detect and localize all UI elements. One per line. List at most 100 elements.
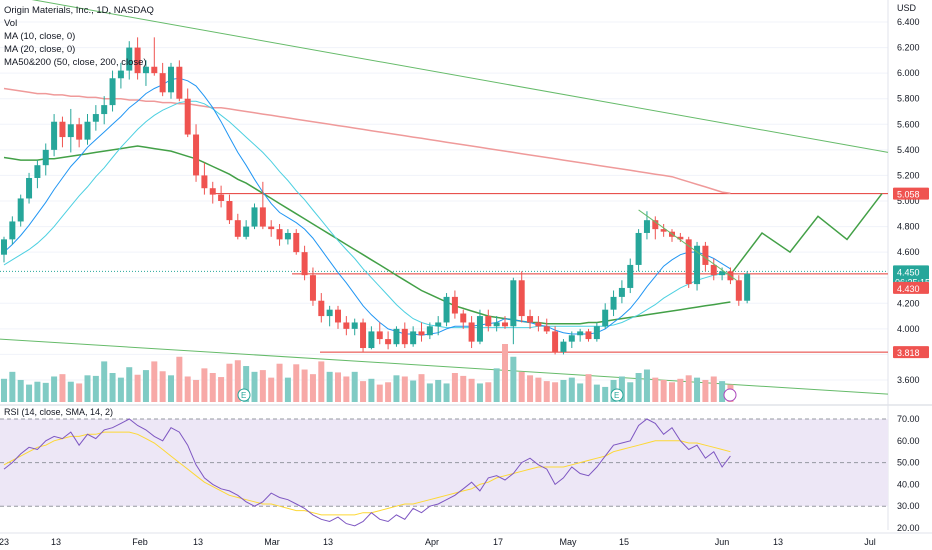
volume-bar (376, 384, 383, 402)
volume-bar (485, 382, 492, 402)
volume-bar (410, 380, 417, 402)
volume-bar (293, 364, 300, 402)
candle-body (193, 134, 200, 176)
volume-bar (76, 383, 83, 402)
candle-body (284, 232, 291, 240)
candle-body (335, 309, 341, 323)
wedge-upper-line (638, 209, 737, 281)
candle-body (176, 66, 183, 99)
volume-bar (243, 366, 250, 402)
candle-body (744, 273, 751, 301)
volume-bar (159, 371, 166, 402)
rsi-line (3, 418, 731, 527)
candle-body (351, 322, 358, 329)
candle-body (1, 239, 7, 255)
price-badge (893, 187, 929, 200)
candle-body (117, 70, 124, 79)
price-badge-value: 3.818 (897, 348, 920, 358)
volume-bar (318, 361, 325, 402)
x-tick-label: Jul (864, 537, 876, 547)
candle-body (426, 326, 433, 336)
price-tick-label: 6.200 (897, 43, 920, 53)
price-tick-label: 4.600 (897, 247, 920, 257)
candle-body (251, 207, 258, 227)
candle-body (694, 245, 701, 285)
x-tick-label: Mar (264, 537, 280, 547)
candle-body (268, 226, 275, 230)
candle-body (385, 339, 392, 345)
volume-bar (435, 379, 442, 402)
price-tick-label: 5.000 (897, 196, 920, 206)
candle-body (368, 331, 375, 349)
candle-body (76, 124, 83, 140)
volume-bar (360, 381, 367, 402)
candle-body (343, 322, 350, 329)
volume-bar (351, 371, 358, 402)
candle-body (101, 105, 108, 115)
earnings-marker-label: E (241, 391, 246, 400)
rsi-tick-label: 50.00 (897, 458, 920, 468)
price-badge (893, 346, 929, 359)
candle-body (276, 229, 283, 240)
volume-bar (142, 370, 149, 402)
candle-body (134, 47, 141, 74)
volume-bar (518, 371, 525, 402)
volume-bar (184, 376, 191, 402)
candle-body (485, 316, 492, 327)
volume-bar (660, 379, 667, 402)
volume-bar (426, 383, 433, 402)
volume-bar (301, 369, 308, 402)
candle-body (502, 322, 508, 327)
price-badge-value: 5.058 (897, 190, 920, 200)
legend-ma20: MA (20, close, 0) (4, 44, 76, 55)
candle-body (201, 175, 208, 189)
volume-bar (176, 356, 183, 402)
candle-body (677, 236, 684, 240)
volume-bar (276, 363, 283, 402)
x-tick-label: 17 (493, 537, 503, 547)
candle-body (376, 331, 383, 340)
volume-bar (67, 381, 74, 402)
volume-bar (710, 376, 717, 402)
x-tick-label: 13 (193, 537, 203, 547)
candle-body (518, 280, 525, 317)
volume-bar (476, 383, 483, 402)
x-tick-label: May (559, 537, 577, 547)
volume-bar (92, 375, 99, 402)
candle-body (26, 177, 33, 199)
candle-body (318, 300, 325, 317)
candle-body (527, 316, 534, 323)
candle-body (34, 165, 41, 178)
candle-body (543, 326, 550, 332)
candle-body (560, 341, 567, 352)
volume-bar (234, 360, 241, 402)
earnings-marker (237, 388, 251, 402)
volume-bar (26, 384, 33, 402)
candle-body (84, 121, 91, 140)
volume-bar (443, 383, 450, 402)
candle-body (443, 296, 450, 323)
volume-bar (9, 371, 16, 402)
volume-bar (535, 377, 542, 402)
volume-bar (117, 377, 124, 402)
price-tick-label: 6.400 (897, 17, 920, 27)
candle-body (301, 252, 308, 276)
volume-bar (502, 344, 508, 402)
volume-bar (393, 375, 400, 402)
channel-lower-line (0, 338, 889, 395)
volume-bar (401, 376, 408, 402)
candle-body (710, 264, 717, 276)
volume-bar (543, 381, 550, 402)
volume-bar (669, 382, 675, 402)
chart-legend: Origin Materials, Inc., 1D, NASDAQ Vol M… (4, 4, 154, 69)
rsi-tick-label: 70.00 (897, 414, 920, 424)
ma200-line (3, 87, 731, 195)
candle-body (610, 296, 617, 310)
volume-bar (109, 373, 116, 402)
x-tick-label: 13 (323, 537, 333, 547)
candle-body (168, 66, 174, 93)
x-tick-label: Apr (425, 537, 439, 547)
candle-body (643, 220, 650, 233)
volume-bar (42, 382, 49, 402)
